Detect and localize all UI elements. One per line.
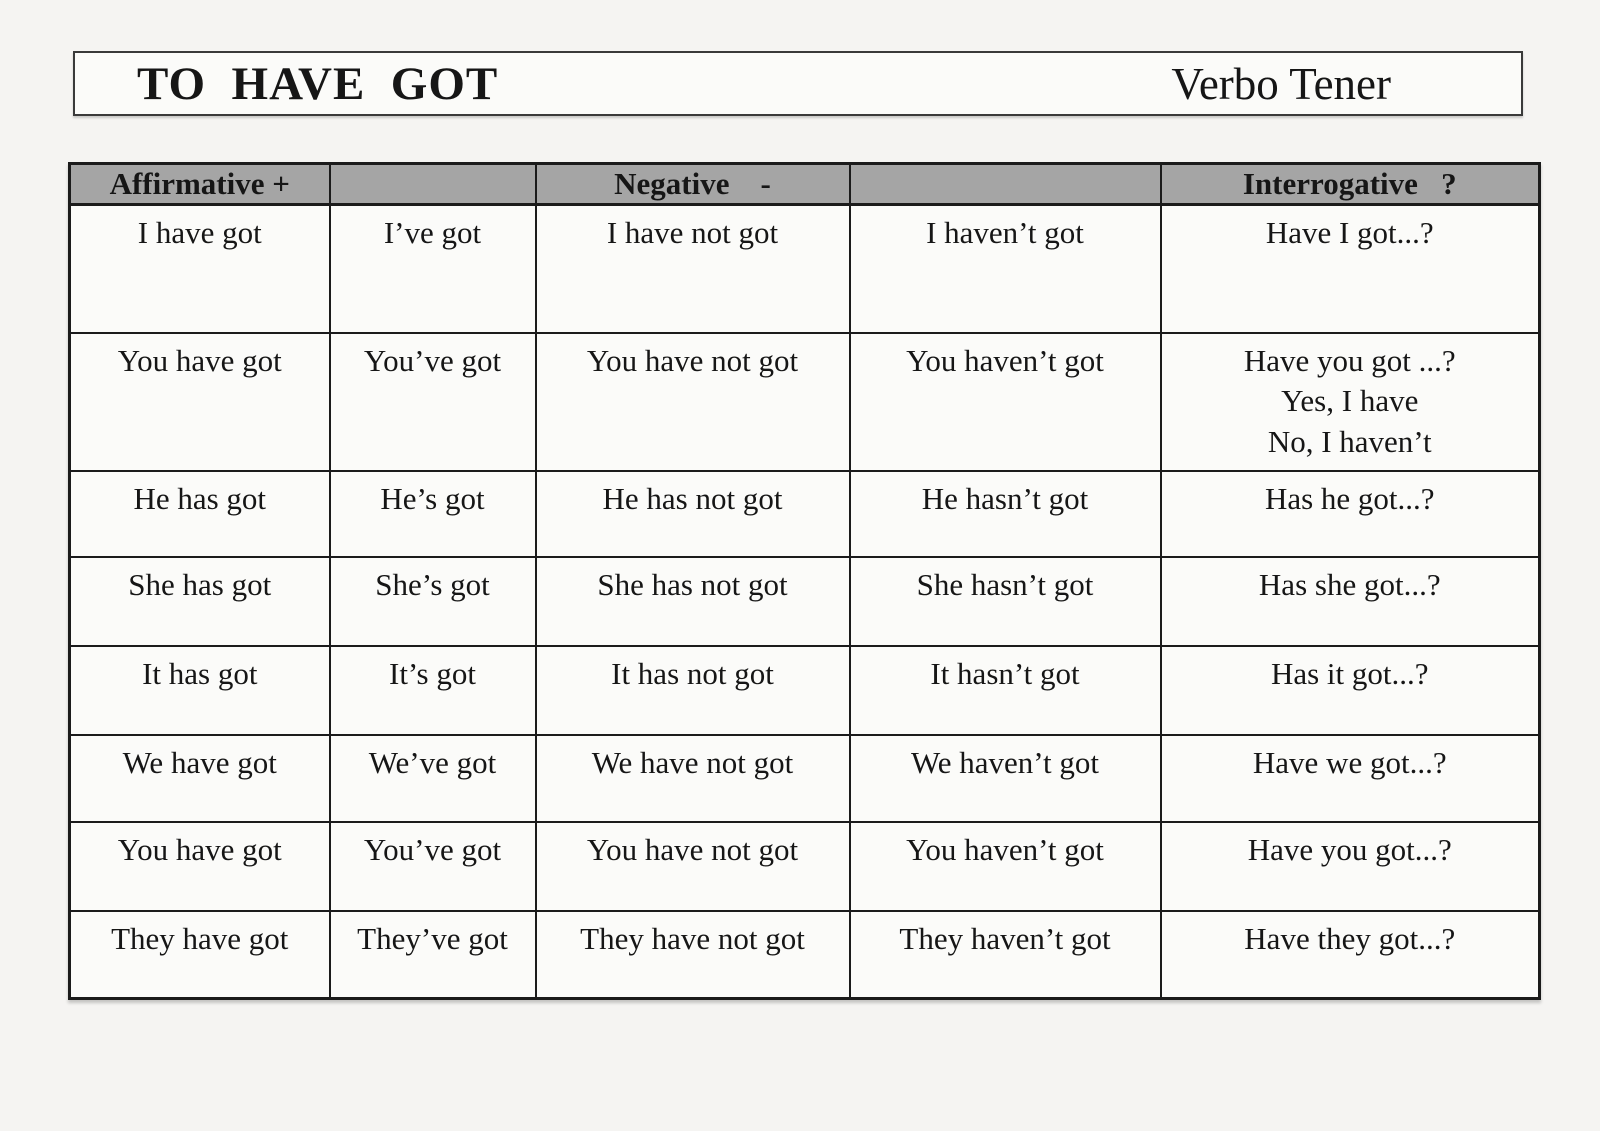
table-cell: You have got (68, 331, 331, 472)
table-cell: It has not got (534, 644, 851, 736)
table-cell: They have not got (534, 909, 851, 1000)
table-cell: Have you got...? (1159, 820, 1541, 912)
table-cell: Have we got...? (1159, 733, 1541, 823)
table-cell: She hasn’t got (848, 555, 1162, 647)
table-cell: It has got (68, 644, 331, 736)
table-cell: Has she got...? (1159, 555, 1541, 647)
table-cell: Has it got...? (1159, 644, 1541, 736)
table-row: I have got I’ve got I have not got I haven’… (68, 203, 1541, 334)
table-row: You have got You’ve got You have not got Yo… (68, 820, 1541, 912)
header-cell (848, 162, 1162, 206)
conjugation-table: Affirmative + Negative - Interrogative ? I… (68, 162, 1541, 1000)
table-row: She has got She’s got She has not got She h… (68, 555, 1541, 647)
table-cell: They have got (68, 909, 331, 1000)
table-cell: You have not got (534, 331, 851, 472)
table-cell: They haven’t got (848, 909, 1162, 1000)
title-bar: TO HAVE GOT Verbo Tener (73, 51, 1523, 116)
table-cell-line: No, I haven’t (1267, 424, 1432, 460)
table-cell: We haven’t got (848, 733, 1162, 823)
table-cell: He hasn’t got (848, 469, 1162, 558)
table-row: We have got We’ve got We have not got We ha… (68, 733, 1541, 823)
table-cell-line: Have you got ...? (1243, 342, 1456, 378)
table-cell: You’ve got (328, 331, 537, 472)
table-cell: Have I got...? (1159, 203, 1541, 334)
table-cell: I have got (68, 203, 331, 334)
table-cell: I haven’t got (848, 203, 1162, 334)
table-cell: I’ve got (328, 203, 537, 334)
table-cell: Have you got ...? Yes, I have No, I haven’… (1159, 331, 1541, 472)
header-cell (328, 162, 537, 206)
table-cell: You haven’t got (848, 820, 1162, 912)
table-cell: He has not got (534, 469, 851, 558)
page-title: TO HAVE GOT (137, 57, 499, 110)
table-cell: Has he got...? (1159, 469, 1541, 558)
table-cell: I have not got (534, 203, 851, 334)
table-cell: They’ve got (328, 909, 537, 1000)
table-cell: We have not got (534, 733, 851, 823)
header-cell: Affirmative + (68, 162, 331, 206)
table-cell-line: Yes, I have (1281, 383, 1419, 419)
table-row: They have got They’ve got They have not go… (68, 909, 1541, 1000)
table-cell: You haven’t got (848, 331, 1162, 472)
table-cell: He’s got (328, 469, 537, 558)
table-cell: Have they got...? (1159, 909, 1541, 1000)
table-cell: She has not got (534, 555, 851, 647)
table-row: It has got It’s got It has not got It hasn’… (68, 644, 1541, 736)
table-header: Affirmative + Negative - Interrogative ? (68, 162, 1541, 206)
table-cell: You have got (68, 820, 331, 912)
table-cell: We’ve got (328, 733, 537, 823)
table-cell: It hasn’t got (848, 644, 1162, 736)
header-cell: Interrogative ? (1159, 162, 1541, 206)
header-cell: Negative - (534, 162, 851, 206)
table-cell: She’s got (328, 555, 537, 647)
table-row: He has got He’s got He has not got He hasn’… (68, 469, 1541, 558)
table-cell: We have got (68, 733, 331, 823)
table-body: I have got I’ve got I have not got I haven’… (68, 203, 1541, 1000)
table-cell: He has got (68, 469, 331, 558)
table-row: You have got You’ve got You have not got Yo… (68, 331, 1541, 472)
page-subtitle: Verbo Tener (1171, 58, 1391, 109)
table-cell: She has got (68, 555, 331, 647)
header-row: Affirmative + Negative - Interrogative ? (68, 162, 1541, 206)
table-cell: It’s got (328, 644, 537, 736)
table-cell: You have not got (534, 820, 851, 912)
table-cell: You’ve got (328, 820, 537, 912)
